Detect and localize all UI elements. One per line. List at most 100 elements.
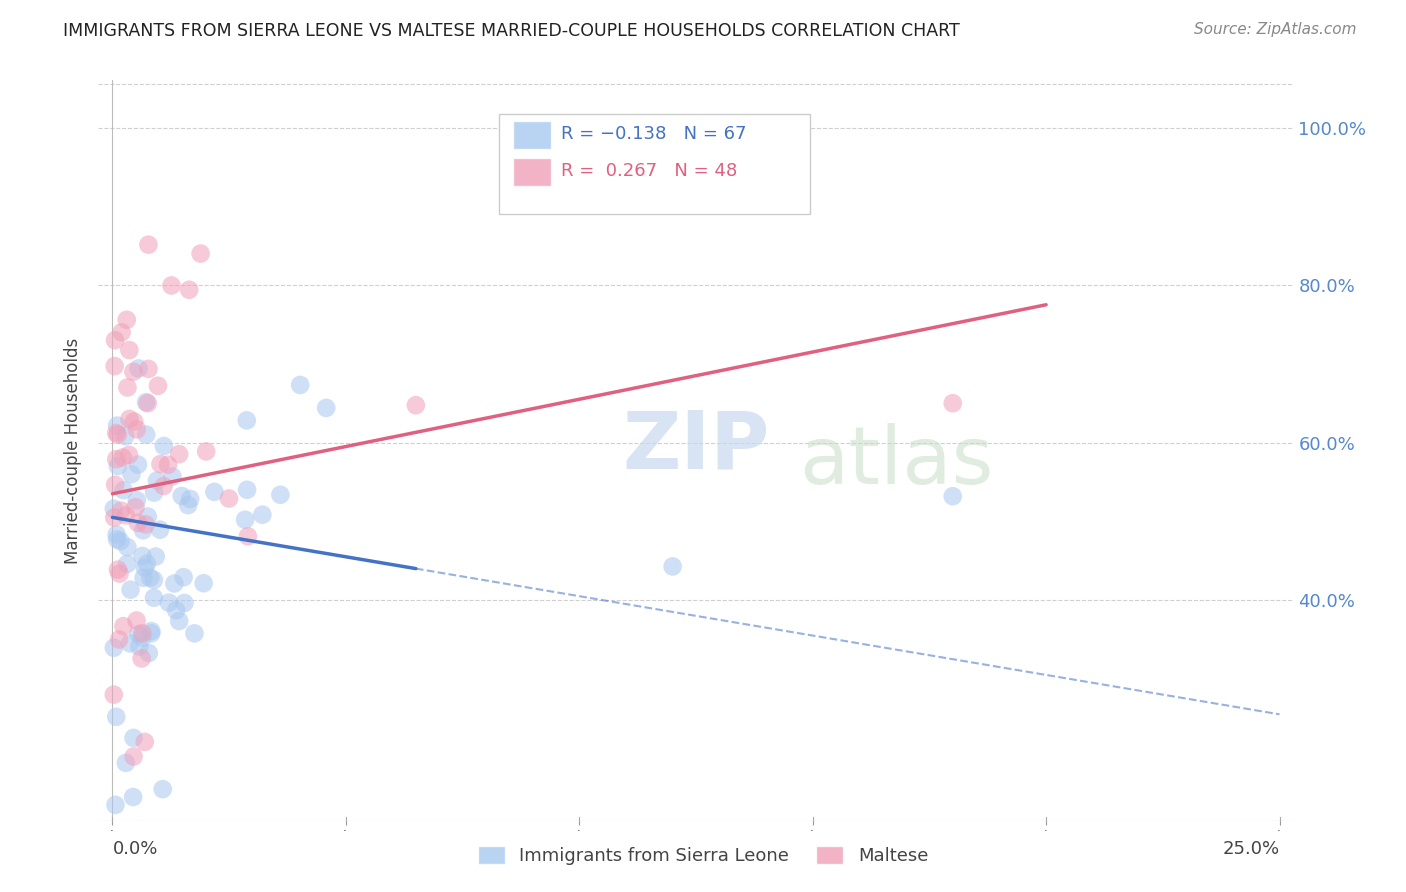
Point: [152, 782, 174, 797]
Bar: [513, 121, 551, 149]
Point: [138, 646, 160, 660]
Point: [170, 489, 193, 503]
Text: IMMIGRANTS FROM SIERRA LEONE VS MALTESE MARRIED-COUPLE HOUSEHOLDS CORRELATION CH: IMMIGRANTS FROM SIERRA LEONE VS MALTESE …: [63, 22, 960, 40]
Point: [122, 749, 145, 764]
Point: [131, 631, 153, 645]
Point: [135, 517, 157, 532]
Point: [131, 626, 153, 640]
Point: [135, 427, 157, 442]
Point: [122, 731, 145, 745]
Point: [108, 566, 131, 581]
Point: [139, 571, 162, 585]
Point: [236, 413, 259, 427]
Point: [173, 570, 195, 584]
Point: [173, 596, 195, 610]
Text: R = −0.138   N = 67: R = −0.138 N = 67: [561, 126, 747, 144]
Bar: [513, 158, 551, 186]
Point: [162, 469, 184, 483]
Point: [132, 571, 155, 585]
Point: [105, 452, 128, 467]
Point: [167, 614, 190, 628]
Point: [131, 549, 153, 563]
Point: [142, 573, 165, 587]
Text: 25.0%: 25.0%: [1222, 840, 1279, 858]
Point: [122, 365, 145, 379]
Point: [195, 444, 218, 458]
Point: [105, 710, 128, 724]
Text: 0.0%: 0.0%: [112, 840, 157, 858]
Point: [122, 415, 145, 429]
Point: [104, 359, 127, 373]
Point: [236, 483, 259, 497]
Point: [121, 467, 143, 482]
Point: [118, 636, 141, 650]
Point: [138, 237, 160, 252]
Point: [104, 477, 127, 491]
Point: [128, 640, 150, 654]
Point: [122, 790, 145, 805]
Point: [236, 529, 259, 543]
Point: [115, 508, 138, 523]
Point: [125, 614, 148, 628]
Point: [124, 500, 146, 515]
Point: [105, 533, 128, 547]
Point: [111, 326, 134, 340]
Point: [315, 401, 337, 415]
Point: [202, 484, 225, 499]
Point: [252, 508, 274, 522]
Point: [118, 412, 141, 426]
Point: [661, 559, 683, 574]
Point: [104, 797, 127, 812]
Point: [190, 246, 212, 260]
FancyBboxPatch shape: [499, 113, 810, 213]
Point: [156, 458, 179, 472]
Point: [165, 603, 187, 617]
Point: [153, 439, 176, 453]
Text: R =  0.267   N = 48: R = 0.267 N = 48: [561, 162, 737, 180]
Point: [405, 398, 427, 412]
Point: [107, 458, 129, 473]
Legend: Immigrants from Sierra Leone, Maltese: Immigrants from Sierra Leone, Maltese: [468, 837, 938, 874]
Point: [233, 513, 256, 527]
Point: [183, 626, 205, 640]
Point: [146, 474, 169, 488]
Point: [146, 378, 169, 392]
Point: [132, 523, 155, 537]
Text: ZIP: ZIP: [623, 408, 769, 485]
Point: [135, 395, 157, 409]
Point: [138, 362, 160, 376]
Point: [118, 343, 141, 357]
Point: [125, 493, 148, 508]
Point: [179, 491, 201, 506]
Point: [141, 626, 163, 640]
Point: [112, 483, 135, 497]
Y-axis label: Married-couple Households: Married-couple Households: [65, 337, 83, 564]
Point: [179, 283, 201, 297]
Text: atlas: atlas: [800, 424, 994, 501]
Point: [105, 527, 128, 541]
Point: [115, 557, 138, 571]
Point: [149, 457, 172, 471]
Point: [152, 479, 174, 493]
Point: [115, 313, 138, 327]
Point: [145, 549, 167, 564]
Point: [193, 576, 215, 591]
Point: [107, 563, 129, 577]
Point: [134, 735, 156, 749]
Point: [167, 447, 190, 461]
Point: [134, 560, 156, 574]
Point: [111, 450, 134, 465]
Point: [163, 576, 186, 591]
Point: [127, 458, 149, 472]
Point: [127, 516, 149, 530]
Point: [160, 278, 183, 293]
Point: [107, 427, 129, 442]
Point: [135, 557, 157, 571]
Point: [110, 534, 132, 549]
Point: [110, 503, 132, 517]
Point: [218, 491, 240, 506]
Point: [127, 627, 149, 641]
Point: [115, 756, 138, 770]
Point: [103, 688, 125, 702]
Point: [103, 501, 125, 516]
